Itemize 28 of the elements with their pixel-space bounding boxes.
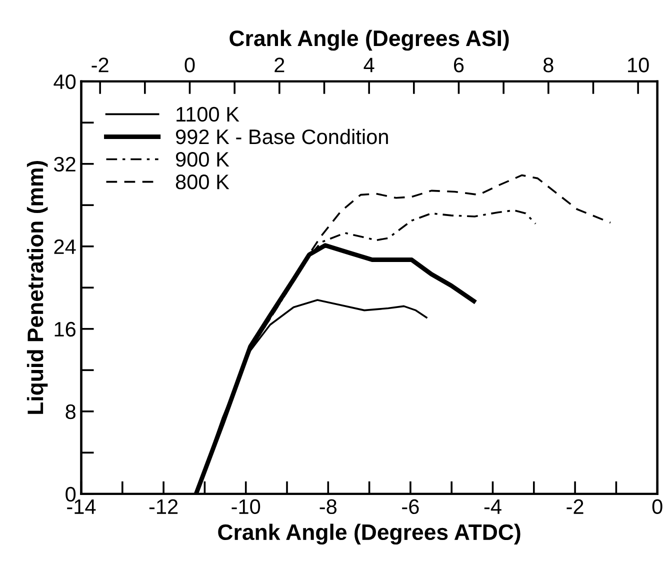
y-tick-label: 0 — [66, 486, 76, 502]
x-tick-label: -8 — [320, 499, 337, 514]
x-tick-label: 0 — [652, 499, 662, 514]
x-tick-label: -4 — [484, 500, 502, 514]
x2-tick-label: 6 — [454, 58, 464, 72]
y-tick-label: 40 — [54, 74, 76, 90]
x2-tick-label: 4 — [364, 58, 374, 72]
y-axis-title: Liquid Penetration (mm) — [26, 160, 48, 414]
x2-tick-label: 10 — [628, 58, 649, 72]
legend-label: 1100 K — [176, 106, 240, 122]
legend-label: 900 K — [176, 152, 230, 167]
x2-tick-label: 2 — [274, 58, 284, 72]
legend-label: 992 K - Base Condition — [176, 128, 388, 144]
legend-label: 800 K — [176, 174, 230, 190]
x2-tick-label: -2 — [92, 58, 108, 72]
y-tick-label: 16 — [54, 322, 76, 337]
y-tick-label: 32 — [54, 156, 76, 172]
x2-tick-label: 0 — [184, 58, 195, 72]
x-tick-label: -14 — [67, 500, 96, 514]
x2-axis-title: Crank Angle (Degrees ASI) — [230, 30, 509, 51]
x-tick-label: -2 — [566, 499, 584, 514]
x2-tick-label: 8 — [544, 58, 554, 72]
y-tick-label: 8 — [66, 404, 76, 420]
x-tick-label: -10 — [232, 499, 260, 514]
x-tick-label: -12 — [149, 499, 178, 514]
x-tick-label: -6 — [402, 499, 419, 514]
x-axis-title: Crank Angle (Degrees ATDC) — [218, 524, 520, 545]
y-tick-label: 24 — [54, 239, 76, 254]
